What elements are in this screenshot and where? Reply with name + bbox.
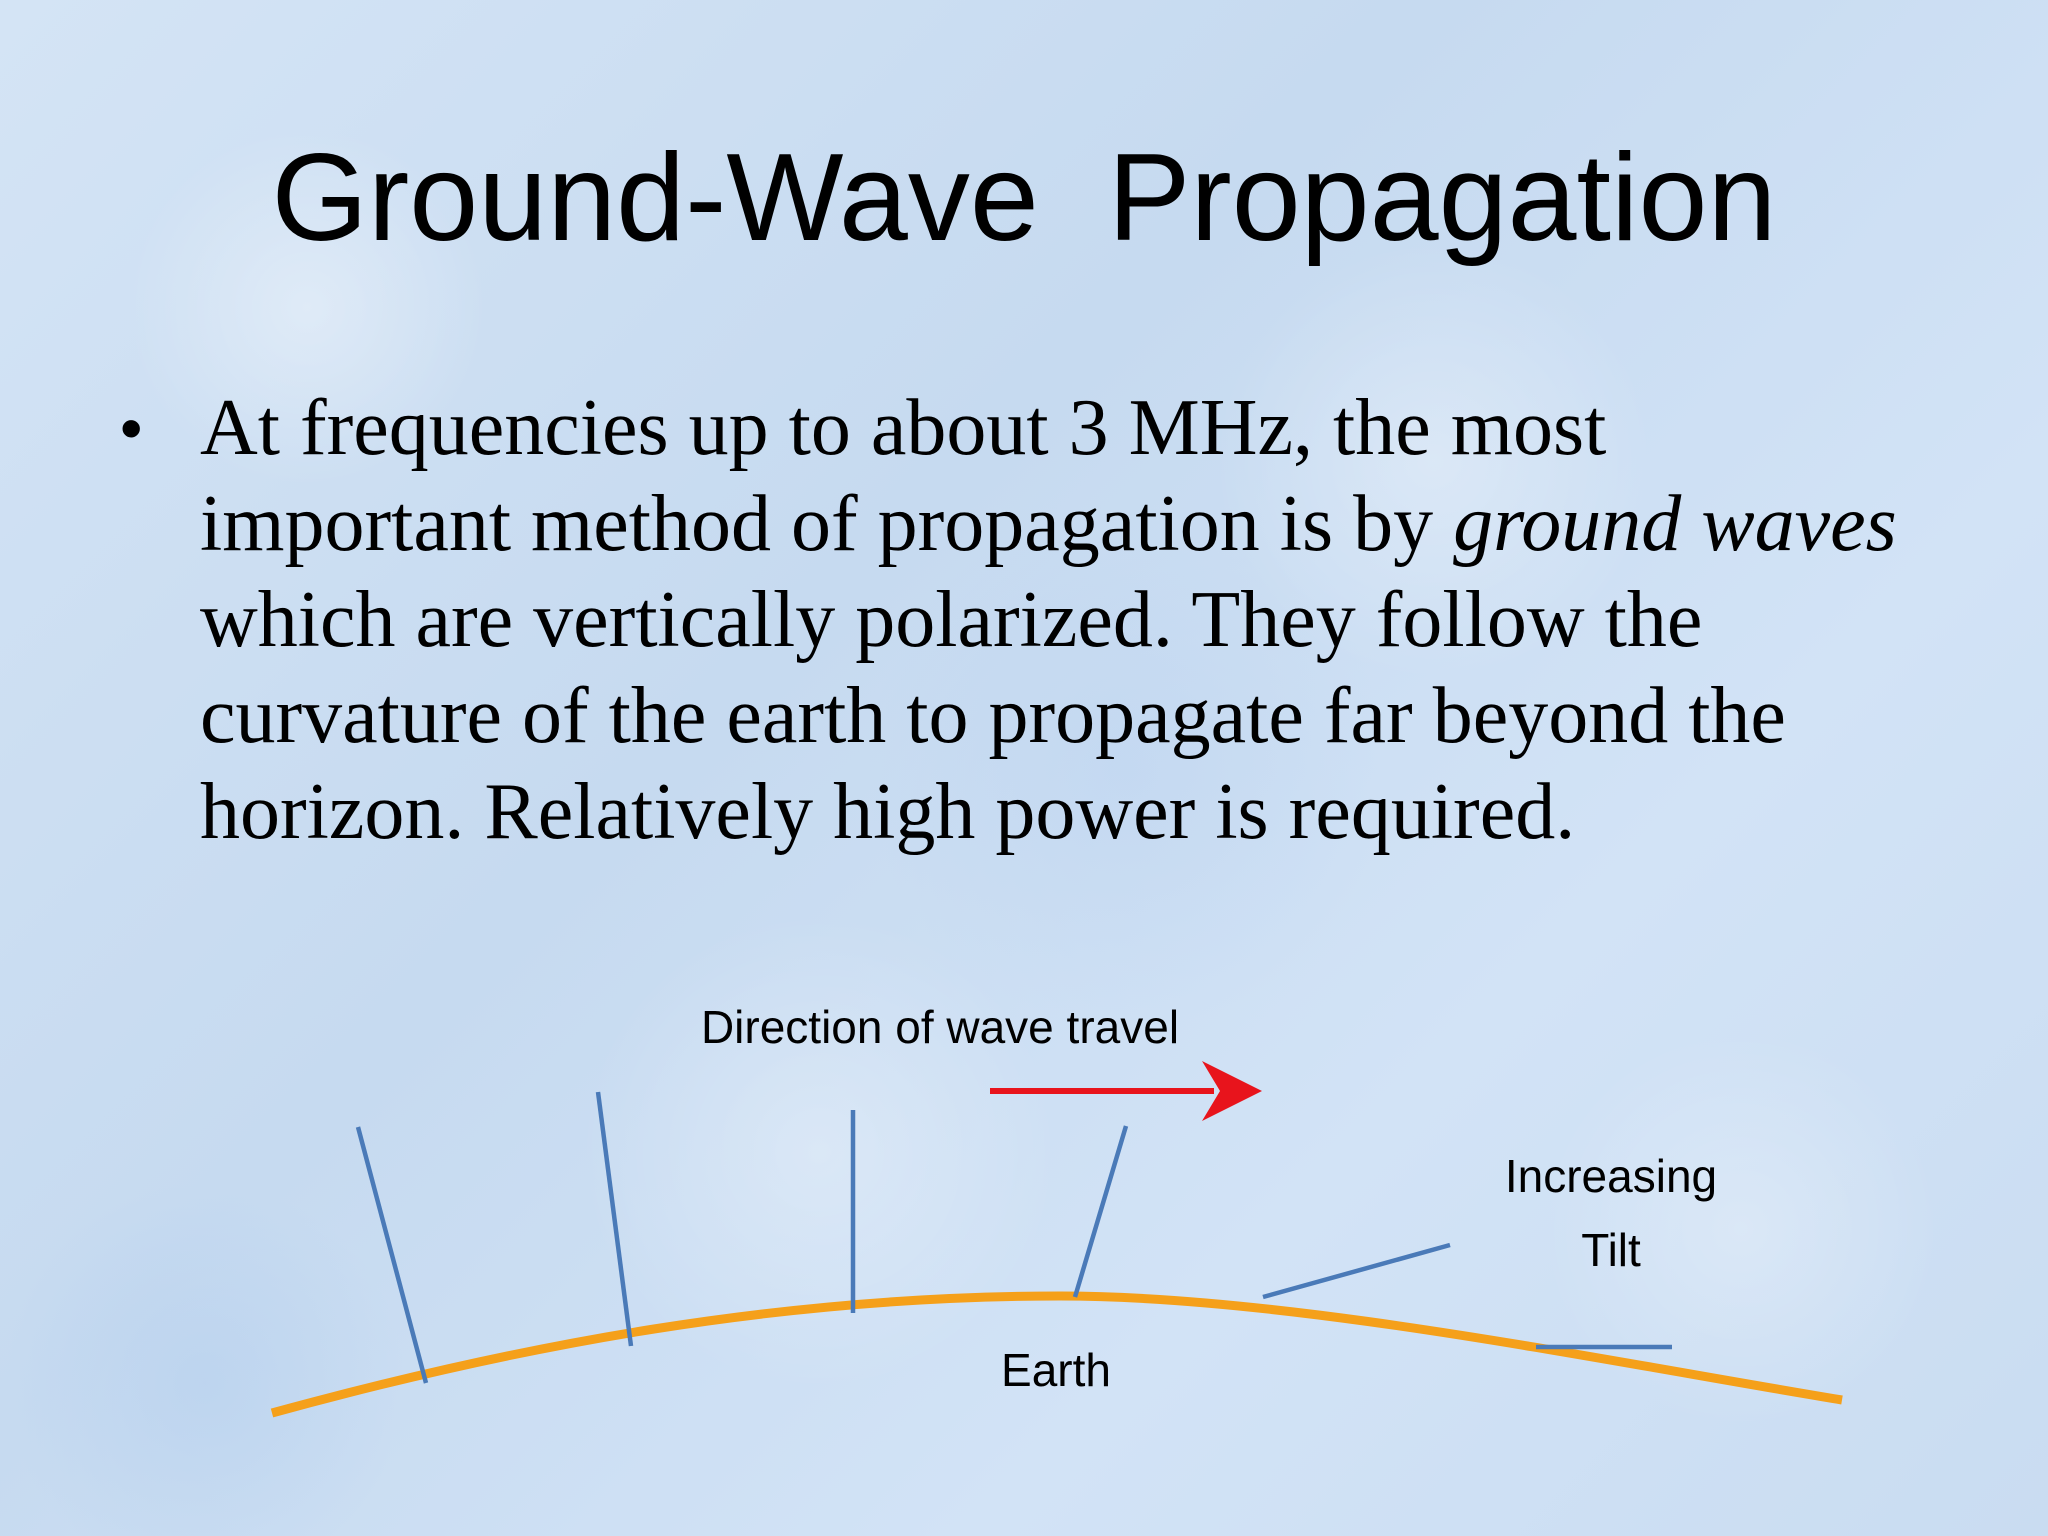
earth-label: Earth	[1001, 1344, 1111, 1396]
wave-line-1	[355, 1126, 429, 1384]
tilt-label: Tilt	[1581, 1224, 1641, 1276]
bullet-text-start: At frequencies up to about 3 MHz, the mo…	[200, 384, 1607, 568]
increasing-label: Increasing	[1505, 1150, 1717, 1202]
wave-line-5	[1262, 1242, 1451, 1300]
slide-title: Ground-Wave Propagation	[271, 129, 1777, 267]
wave-line-4	[1072, 1125, 1129, 1298]
bullet-marker: •	[120, 392, 143, 464]
direction-label: Direction of wave travel	[701, 1001, 1179, 1053]
bullet-text: At frequencies up to about 3 MHz, the mo…	[200, 380, 1920, 860]
wave-line-2	[595, 1091, 634, 1347]
earth-curve	[270, 1291, 1843, 1418]
bullet-text-end: which are vertically polarized. They fol…	[200, 576, 1786, 856]
bullet-text-emphasis: ground waves	[1453, 480, 1897, 568]
